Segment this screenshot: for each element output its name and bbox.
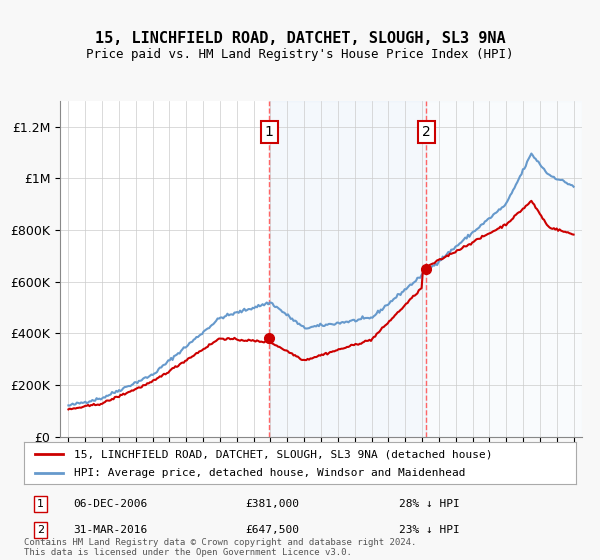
Text: 06-DEC-2006: 06-DEC-2006 [74,499,148,509]
Text: Price paid vs. HM Land Registry's House Price Index (HPI): Price paid vs. HM Land Registry's House … [86,48,514,60]
Bar [269,101,426,437]
Text: 31-MAR-2016: 31-MAR-2016 [74,525,148,535]
Text: 1: 1 [265,125,274,139]
Text: 2: 2 [422,125,431,139]
Text: 23% ↓ HPI: 23% ↓ HPI [400,525,460,535]
Text: 15, LINCHFIELD ROAD, DATCHET, SLOUGH, SL3 9NA: 15, LINCHFIELD ROAD, DATCHET, SLOUGH, SL… [95,31,505,46]
Text: HPI: Average price, detached house, Windsor and Maidenhead: HPI: Average price, detached house, Wind… [74,468,465,478]
Text: 15, LINCHFIELD ROAD, DATCHET, SLOUGH, SL3 9NA (detached house): 15, LINCHFIELD ROAD, DATCHET, SLOUGH, SL… [74,449,492,459]
Text: 28% ↓ HPI: 28% ↓ HPI [400,499,460,509]
Text: 2: 2 [37,525,44,535]
Text: Contains HM Land Registry data © Crown copyright and database right 2024.
This d: Contains HM Land Registry data © Crown c… [24,538,416,557]
Text: £381,000: £381,000 [245,499,299,509]
Bar [426,101,582,437]
Text: 1: 1 [37,499,44,509]
Text: £647,500: £647,500 [245,525,299,535]
